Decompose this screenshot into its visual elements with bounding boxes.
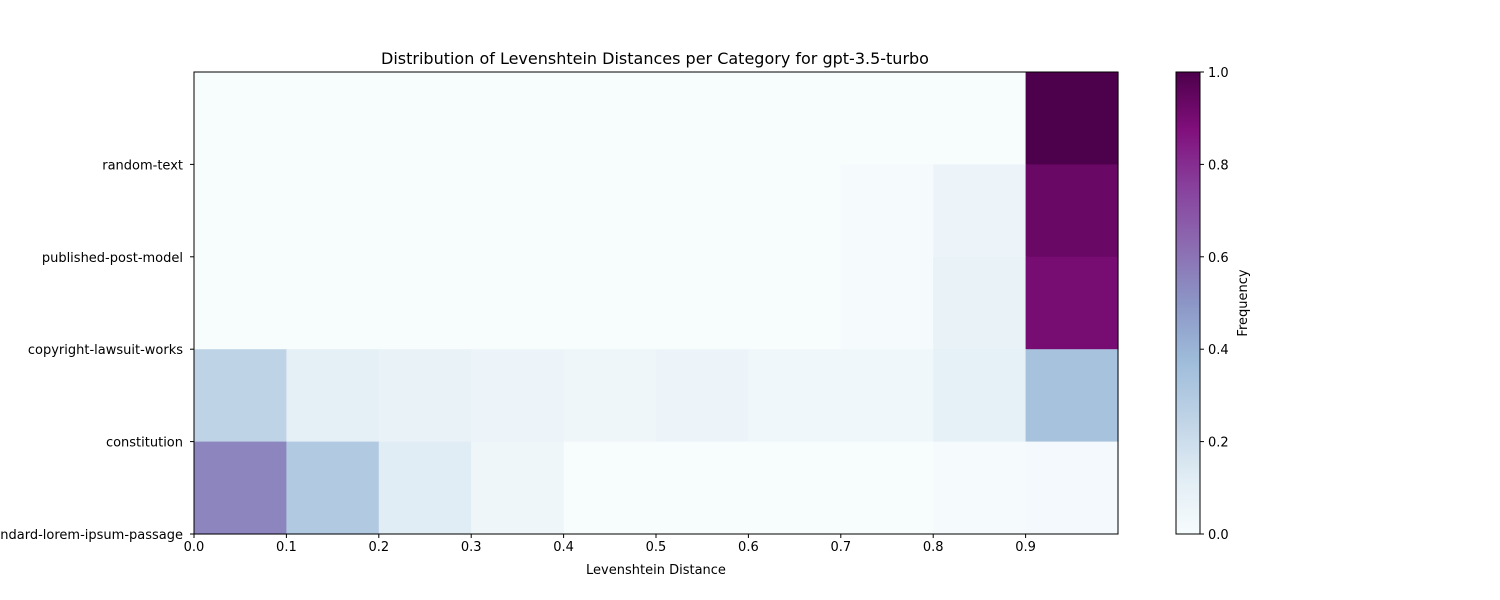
x-tick-label: 0.0 (184, 540, 205, 555)
heatmap-cell (286, 256, 380, 350)
heatmap-cell (471, 441, 565, 535)
y-tick-label: random-text (102, 158, 183, 173)
heatmap-cell (471, 349, 565, 443)
x-tick-label: 0.6 (738, 540, 759, 555)
heatmap-cell (471, 164, 565, 258)
heatmap-cell (286, 349, 380, 443)
heatmap-cell (748, 349, 842, 443)
x-tick-label: 0.9 (1015, 540, 1036, 555)
heatmap-cell (656, 164, 749, 258)
heatmap-cell (471, 256, 565, 350)
heatmap-cell (1025, 164, 1119, 258)
heatmap-cell (656, 349, 749, 443)
y-tick-label: standard-lorem-ipsum-passage (0, 528, 183, 543)
heatmap-cell (471, 72, 565, 165)
heatmap-cell (378, 256, 472, 350)
heatmap-cell (933, 441, 1027, 535)
heatmap-cell (378, 164, 472, 258)
heatmap-cell (378, 72, 472, 165)
heatmap-cell (563, 256, 657, 350)
heatmap-cell (748, 72, 842, 165)
heatmap-cell (1025, 72, 1119, 165)
x-axis: 0.0 0.1 0.2 0.3 0.4 0.5 0.6 0.7 0.8 0.9 (184, 534, 1036, 555)
heatmap-cell (656, 72, 749, 165)
y-axis: random-text published-post-model copyright… (0, 158, 194, 543)
x-tick-label: 0.7 (830, 540, 851, 555)
heatmap-cell (563, 349, 657, 443)
x-tick-label: 0.3 (461, 540, 482, 555)
heatmap-cell (840, 256, 934, 350)
x-tick-label: 0.2 (368, 540, 389, 555)
colorbar-tick-label: 0.0 (1208, 528, 1229, 543)
y-tick-label: constitution (106, 436, 183, 451)
chart-title: Distribution of Levenshtein Distances pe… (381, 49, 929, 68)
heatmap-cell (748, 256, 842, 350)
heatmap-cell (840, 72, 934, 165)
heatmap-cell (194, 164, 287, 258)
x-tick-label: 0.1 (276, 540, 297, 555)
heatmap-cell (1025, 349, 1119, 443)
x-tick-label: 0.5 (646, 540, 667, 555)
heatmap-cell (933, 164, 1027, 258)
heatmap-cell (286, 441, 380, 535)
x-axis-label: Levenshtein Distance (586, 563, 726, 578)
colorbar-tick-label: 0.6 (1208, 251, 1229, 266)
heatmap-cell (656, 256, 749, 350)
heatmap-cell (286, 72, 380, 165)
heatmap-cell (194, 72, 287, 165)
heatmap-cell (378, 349, 472, 443)
colorbar-label: Frequency (1236, 269, 1251, 336)
heatmap-cell (933, 256, 1027, 350)
heatmap-cell (563, 72, 657, 165)
heatmap-cell (748, 441, 842, 535)
heatmap-cell (656, 441, 749, 535)
heatmap-cell (933, 72, 1027, 165)
heatmap-cells (194, 72, 1119, 535)
colorbar (1175, 71, 1201, 535)
y-tick-label: published-post-model (42, 251, 183, 266)
heatmap-cell (840, 441, 934, 535)
heatmap-cell (194, 256, 287, 350)
heatmap-cell (563, 164, 657, 258)
heatmap-cell (378, 441, 472, 535)
heatmap-cell (194, 441, 287, 535)
colorbar-tick-label: 0.8 (1208, 158, 1229, 173)
colorbar-axis: 0.0 0.2 0.4 0.6 0.8 1.0 (1200, 66, 1229, 543)
heatmap-cell (840, 349, 934, 443)
colorbar-tick-label: 1.0 (1208, 66, 1229, 81)
heatmap-cell (286, 164, 380, 258)
heatmap-cell (563, 441, 657, 535)
heatmap-cell (840, 164, 934, 258)
heatmap-cell (933, 349, 1027, 443)
colorbar-tick-label: 0.2 (1208, 436, 1229, 451)
x-tick-label: 0.4 (553, 540, 574, 555)
colorbar-tick-label: 0.4 (1208, 343, 1229, 358)
x-tick-label: 0.8 (923, 540, 944, 555)
heatmap-cell (748, 164, 842, 258)
heatmap-cell (194, 349, 287, 443)
heatmap-cell (1025, 441, 1119, 535)
heatmap-cell (1025, 256, 1119, 350)
y-tick-label: copyright-lawsuit-works (28, 343, 183, 358)
